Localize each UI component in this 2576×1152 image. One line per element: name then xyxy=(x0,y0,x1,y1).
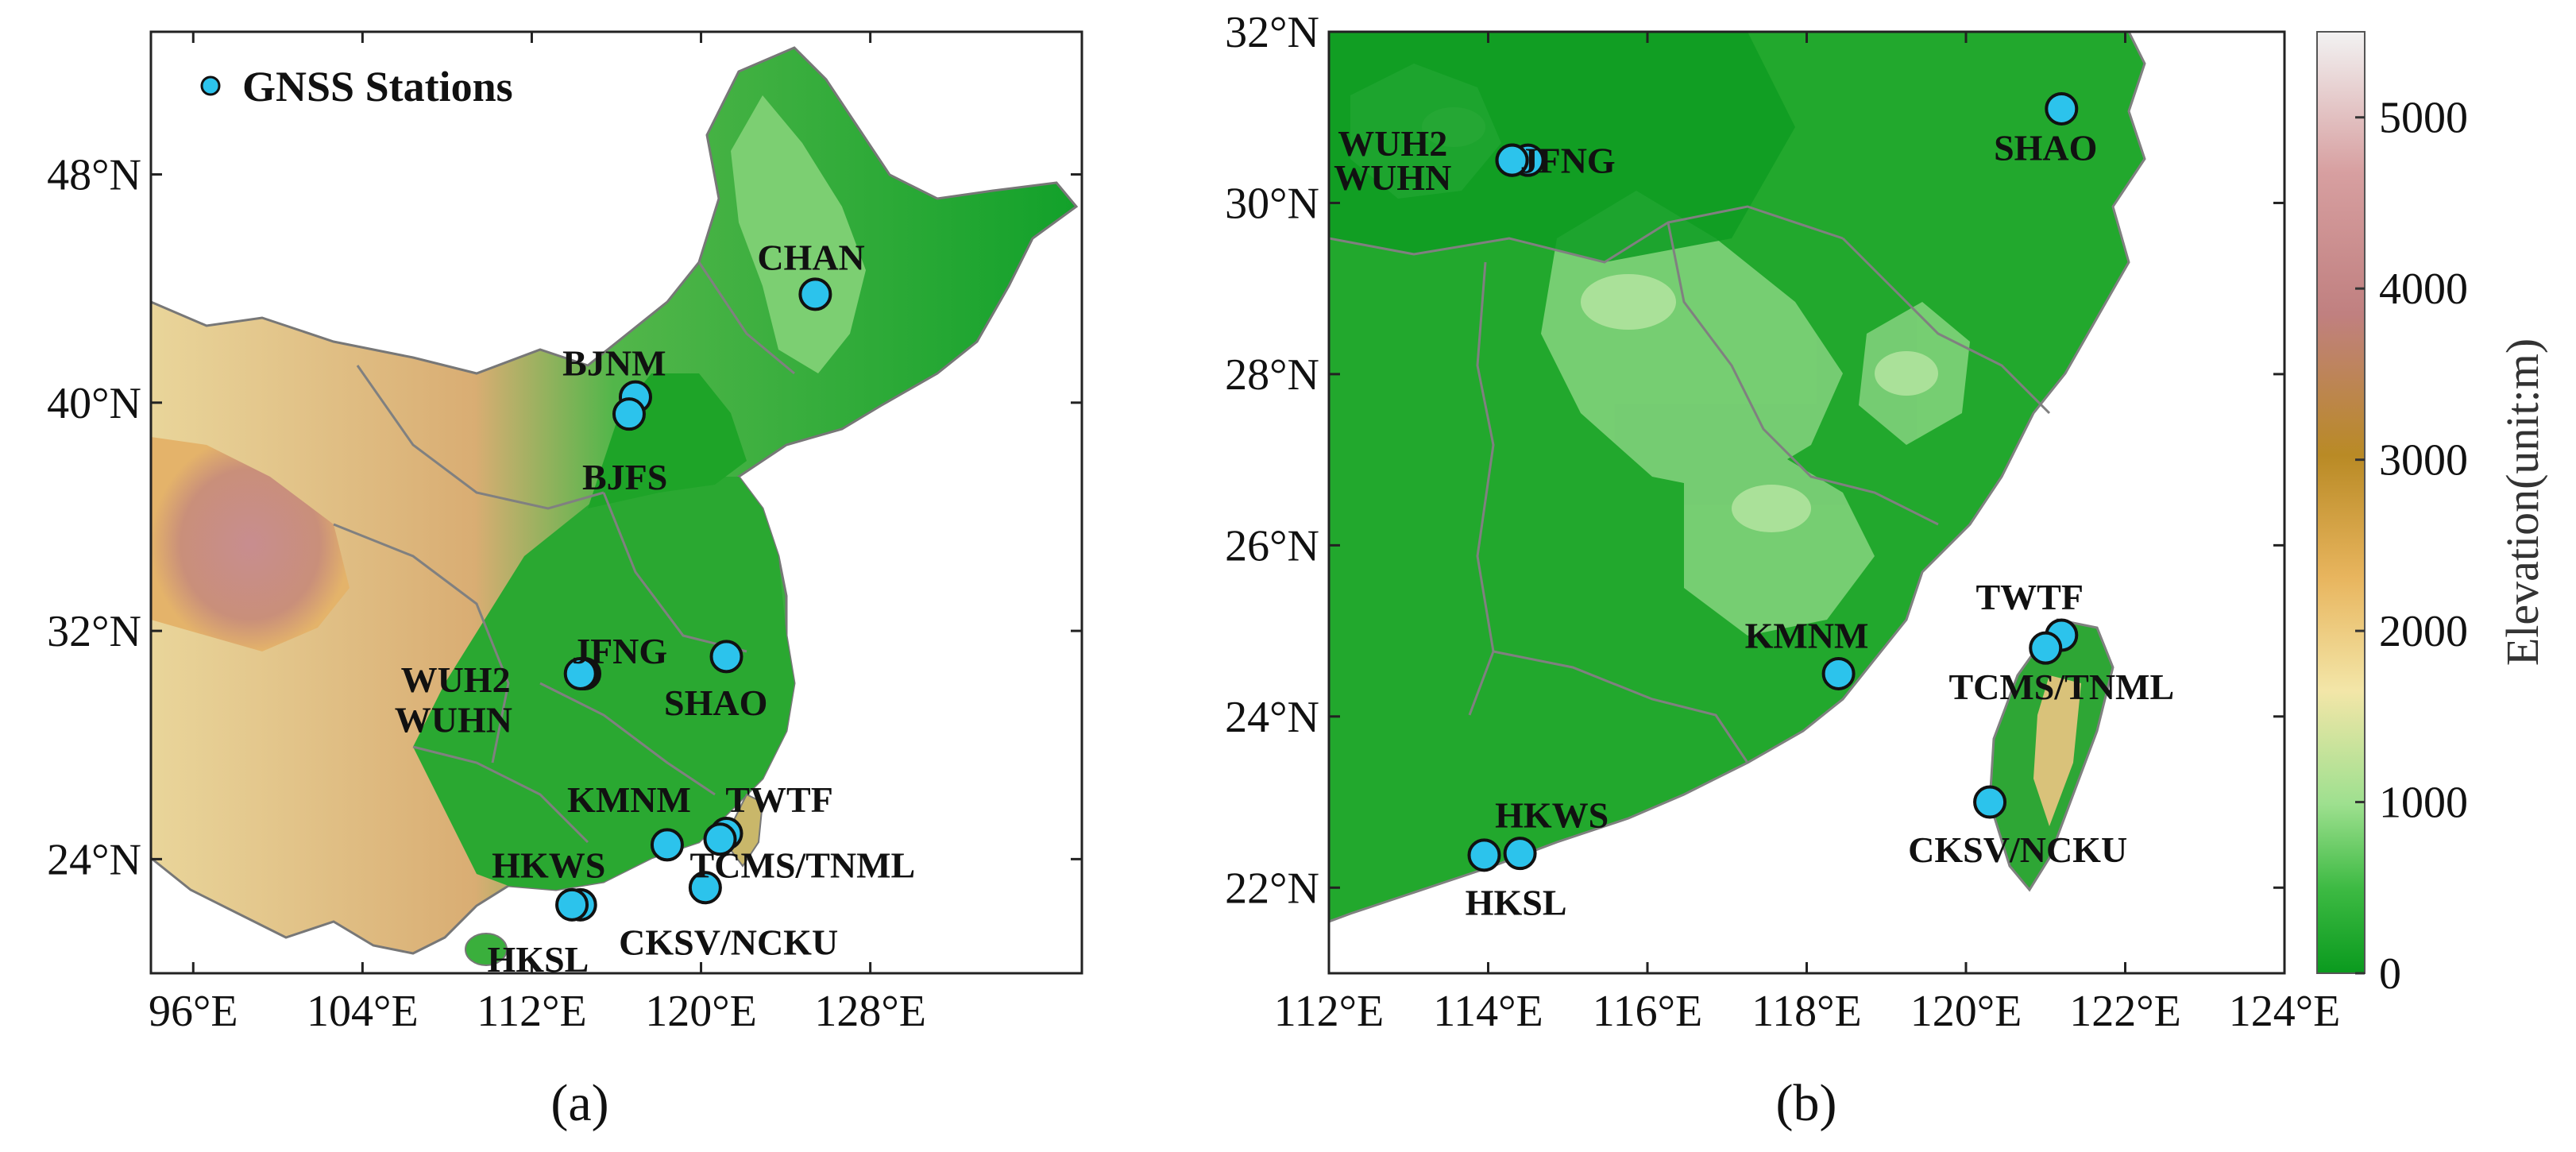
panel-a-station-label: HKSL xyxy=(488,939,589,980)
panel-b-xtick-label: 114°E xyxy=(1433,987,1543,1036)
panel-a-xtick-label: 104°E xyxy=(307,987,419,1036)
panel-a-xtick-label: 120°E xyxy=(645,987,757,1036)
panel-b-ytick-label: 30°N xyxy=(1225,179,1319,228)
panel-b-ticks: 112°E 114°E 116°E 118°E 120°E 122°E 124°E 22°N 2… xyxy=(1225,8,2340,1036)
panel-b-station-marker xyxy=(1503,837,1537,871)
panel-a-xtick-label: 112°E xyxy=(477,987,587,1036)
panel-a-xtick-label: 128°E xyxy=(814,987,926,1036)
colorbar: 0 1000 2000 3000 4000 5000 Elevation(unit:m) xyxy=(2316,31,2548,999)
panel-b-xtick-label: 118°E xyxy=(1751,987,1862,1036)
panel-a-station-marker xyxy=(612,397,646,431)
panel-b-xtick-label: 116°E xyxy=(1593,987,1703,1036)
panel-b-station-label: TCMS/TNML xyxy=(1948,667,2174,707)
colorbar-tick-label: 3000 xyxy=(2379,436,2468,485)
panel-a-station-marker xyxy=(555,887,589,922)
panel-a-station-marker xyxy=(563,656,597,690)
eastern-lowland xyxy=(413,477,794,890)
panel-a-terrain xyxy=(151,46,1079,966)
panel-a-station-label: CKSV/NCKU xyxy=(619,922,838,963)
panel-b-station-label: SHAO xyxy=(1994,127,2097,168)
hainan-island xyxy=(465,933,508,966)
panel-b-station-label: HKSL xyxy=(1466,883,1567,923)
legend-marker-icon xyxy=(200,75,221,96)
panel-a-station-marker xyxy=(703,822,737,856)
panel-a-frame xyxy=(149,30,1083,975)
panel-b-xtick-label: 112°E xyxy=(1274,987,1385,1036)
panel-b-station-marker xyxy=(1973,785,2007,819)
panel-a-station-label: SHAO xyxy=(664,682,767,723)
northeast-highlands xyxy=(731,95,866,373)
panel-a-station-marker xyxy=(688,871,722,905)
panel-a-station-label: CHAN xyxy=(757,238,864,278)
panel-b-station-marker xyxy=(2045,91,2079,126)
province-boundaries xyxy=(333,261,795,844)
colorbar-ramp xyxy=(2316,31,2366,974)
panel-a-station-marker xyxy=(709,640,743,674)
panel-a-station-marker xyxy=(798,277,832,311)
panel-b-station-marker xyxy=(1495,143,1529,177)
panel-b-station-marker xyxy=(1821,656,1856,690)
panel-b-xtick-label: 120°E xyxy=(1910,987,2022,1036)
panel-a-station-label: JFNG xyxy=(572,631,667,671)
legend: GNSS Stations xyxy=(200,63,513,110)
panel-b-station-label: JFNG xyxy=(1520,141,1616,181)
colorbar-tick-label: 1000 xyxy=(2379,779,2468,828)
panel-a-ytick-label: 48°N xyxy=(47,151,141,200)
panel-a-xtick-label: 96°E xyxy=(149,987,238,1036)
tibetan-plateau xyxy=(151,437,350,651)
panel-a-station-label: WUHN xyxy=(395,699,512,740)
panel-a-label: (a) xyxy=(550,1074,608,1132)
panel-b-station-marker xyxy=(2029,631,2063,665)
panel-a-station-label: BJFS xyxy=(582,457,667,497)
highland-patches xyxy=(1350,64,1970,636)
panel-a-station-label: KMNM xyxy=(567,779,691,820)
panel-a-station-marker xyxy=(650,828,684,862)
panel-b-ytick-label: 22°N xyxy=(1225,864,1319,913)
panel-b-ytick-label: 32°N xyxy=(1225,8,1319,57)
panel-b-station-label: HKWS xyxy=(1495,795,1609,836)
panel-b-ytick-label: 24°N xyxy=(1225,693,1319,742)
yangtze-lowland xyxy=(1329,32,1795,262)
colorbar-tick-label: 4000 xyxy=(2379,265,2468,314)
colorbar-ticks: 0 1000 2000 3000 4000 5000 xyxy=(2355,94,2468,999)
colorbar-label: Elevation(unit:m) xyxy=(2497,338,2548,666)
panel-b-xtick-label: 122°E xyxy=(2069,987,2181,1036)
panel-b: 112°E 114°E 116°E 118°E 120°E 122°E 124°E 22°N 2… xyxy=(1225,8,2340,1132)
taiwan-island xyxy=(729,793,764,868)
panel-a-station-label: TWTF xyxy=(725,779,832,820)
panel-a-station-label: WUH2 xyxy=(401,659,511,700)
panel-a-ytick-label: 24°N xyxy=(47,835,141,884)
panel-b-station-label: TWTF xyxy=(1975,577,2083,617)
panel-b-terrain xyxy=(1329,32,2146,923)
panel-b-station-label: KMNM xyxy=(1745,615,1869,655)
panel-a-ytick-label: 40°N xyxy=(47,379,141,428)
panel-a-station-label: TCMS/TNML xyxy=(690,845,916,886)
panel-b-ytick-label: 28°N xyxy=(1225,350,1319,400)
panel-b-label: (b) xyxy=(1776,1074,1837,1132)
panel-b-xtick-label: 124°E xyxy=(2229,987,2341,1036)
panel-b-ytick-label: 26°N xyxy=(1225,521,1319,570)
panel-b-station-label: CKSV/NCKU xyxy=(1908,829,2127,870)
panel-b-station-label: WUH2 xyxy=(1338,123,1447,164)
province-boundaries xyxy=(1329,205,2051,763)
legend-label: GNSS Stations xyxy=(242,63,513,110)
colorbar-tick-label: 2000 xyxy=(2379,607,2468,656)
panel-b-station-marker xyxy=(1467,838,1501,872)
panel-a-ticks: 96°E 104°E 112°E 120°E 128°E 24°N 32°N 40°N 48°N xyxy=(47,32,1082,1036)
panel-a-station-label: HKWS xyxy=(492,845,605,886)
panel-b-station-label: WUHN xyxy=(1334,157,1451,198)
colorbar-tick-label: 5000 xyxy=(2379,94,2468,143)
colorbar-tick-label: 0 xyxy=(2379,949,2401,999)
panel-a: 96°E 104°E 112°E 120°E 128°E 24°N 32°N 40°N 48°N… xyxy=(47,30,1083,1132)
panel-a-station-label: BJNM xyxy=(562,343,666,384)
taiwan-mountains xyxy=(2033,675,2081,826)
panel-a-ytick-label: 32°N xyxy=(47,607,141,656)
